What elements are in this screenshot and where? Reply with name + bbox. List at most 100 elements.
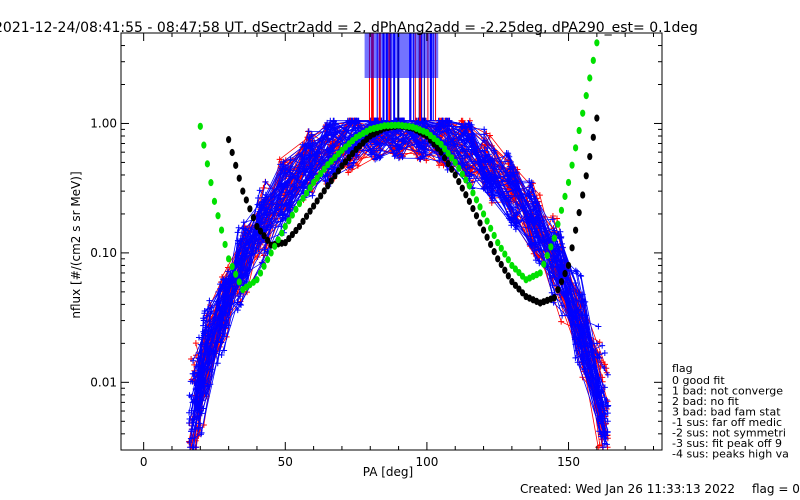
blue-profile-marker xyxy=(506,153,513,160)
black-fit-curve-point xyxy=(335,167,341,175)
black-fit-curve-point xyxy=(349,149,356,158)
blue-profile-marker xyxy=(373,141,380,148)
green-fit-curve-point xyxy=(576,126,582,135)
blue-profile-marker xyxy=(549,216,556,223)
blue-profile-marker xyxy=(242,225,249,232)
blue-profile-marker xyxy=(324,126,331,133)
green-fit-curve-point xyxy=(456,164,462,172)
black-fit-curve-point xyxy=(300,217,306,225)
blue-profile-marker xyxy=(392,152,399,159)
blue-profile-marker xyxy=(301,155,308,162)
green-fit-curve-point xyxy=(211,197,218,205)
blue-profile-marker xyxy=(197,341,204,348)
blue-profile-marker xyxy=(604,410,611,417)
blue-profile-marker xyxy=(391,153,398,160)
blue-profile-marker xyxy=(400,135,407,142)
blue-profile-marker xyxy=(604,371,611,378)
green-fit-curve-point xyxy=(226,255,232,263)
blue-profile-marker xyxy=(243,270,250,277)
blue-profile-marker xyxy=(572,341,579,348)
blue-profile-marker xyxy=(258,204,265,211)
x-tick-label: 150 xyxy=(557,455,580,469)
blue-profile-marker xyxy=(188,407,195,414)
red-profile xyxy=(199,119,608,402)
blue-profile-marker xyxy=(324,132,331,139)
y-axis-label: nflux [#/(cm2 s sr MeV)] xyxy=(69,171,83,318)
blue-profile-marker xyxy=(262,226,269,233)
blue-profile-marker xyxy=(192,444,199,451)
legend-entry: -4 sus: peaks high va xyxy=(672,448,789,461)
legend-entry: 2 bad: no fit xyxy=(672,395,740,408)
green-fit-curve-point xyxy=(282,222,288,231)
green-fit-curve-point xyxy=(233,270,239,278)
green-fit-curve-point xyxy=(594,39,600,47)
blue-profile-marker xyxy=(598,431,605,438)
blue-profile-marker xyxy=(513,209,520,216)
legend-title: flag xyxy=(672,362,693,375)
black-fit-curve-point xyxy=(328,177,334,185)
blue-profile-marker xyxy=(460,130,467,137)
black-fit-curve-point xyxy=(240,187,246,195)
green-fit-curve-point xyxy=(477,203,483,211)
blue-profile-marker xyxy=(596,351,603,358)
blue-profile-marker xyxy=(198,429,205,436)
black-fit-curve-point xyxy=(488,240,494,249)
blue-profile-marker xyxy=(376,155,383,162)
black-fit-curve-point xyxy=(505,272,511,280)
black-fit-curve-point xyxy=(463,191,469,199)
blue-profile-marker xyxy=(208,304,215,311)
black-fit-curve-point xyxy=(321,187,327,195)
blue-profile-marker xyxy=(390,137,397,144)
blue-profile-marker xyxy=(235,224,242,231)
black-fit-curve-point xyxy=(339,162,345,170)
blue-profile-marker xyxy=(572,354,579,361)
black-fit-curve-point xyxy=(466,197,472,205)
black-fit-curve-point xyxy=(551,294,557,302)
blue-profile-marker xyxy=(186,416,193,423)
blue-profile-marker xyxy=(186,392,193,399)
green-fit-curve-point xyxy=(580,109,586,117)
blue-profile-marker xyxy=(578,299,585,306)
black-fit-curve-point xyxy=(573,226,579,234)
red-profile xyxy=(197,120,608,437)
blue-profile-marker xyxy=(350,159,357,166)
green-fit-curve-point xyxy=(318,170,324,178)
green-fit-curve-point xyxy=(484,217,490,225)
legend-entry: -2 sus: not symmetri xyxy=(672,427,786,440)
black-fit-curve-point xyxy=(512,281,519,289)
green-fit-curve-point xyxy=(289,211,295,219)
black-fit-curve-point xyxy=(452,171,458,179)
blue-profile-marker xyxy=(599,342,606,349)
red-profile-marker xyxy=(459,117,466,124)
red-profile xyxy=(194,127,599,448)
blue-profile-marker xyxy=(559,312,566,319)
blue-profile xyxy=(190,120,609,432)
red-profile xyxy=(197,120,609,439)
green-fit-curve-point xyxy=(495,239,501,247)
blue-profile-marker xyxy=(577,272,584,279)
peak-lines xyxy=(364,33,439,121)
blue-profile-marker xyxy=(218,352,225,359)
black-fit-curve-point xyxy=(289,230,295,239)
black-fit-curve-point xyxy=(442,154,448,162)
green-fit-curve-point xyxy=(236,278,242,286)
black-fit-curve-point xyxy=(580,191,586,199)
blue-profile-marker xyxy=(278,201,285,208)
blue-profile xyxy=(197,130,602,437)
blue-profile-marker xyxy=(280,161,287,168)
black-fit-curve-point xyxy=(473,212,480,220)
green-fit-curve-point xyxy=(548,243,554,251)
black-fit-curve-point xyxy=(332,172,338,180)
blue-profile-marker xyxy=(222,306,229,313)
blue-profile-marker xyxy=(532,205,539,212)
green-fit-curve-point xyxy=(438,140,444,148)
blue-profile-marker xyxy=(532,257,539,264)
red-profile xyxy=(196,120,608,448)
green-fit-curve-point xyxy=(558,206,565,214)
black-fit-curve-point xyxy=(569,244,575,252)
green-fit-curve-point xyxy=(275,236,281,244)
black-fit-curve-point xyxy=(282,239,288,247)
green-fit-curve-point xyxy=(470,189,476,197)
black-fit-curve-point xyxy=(495,255,501,263)
blue-profile-marker xyxy=(277,212,284,219)
